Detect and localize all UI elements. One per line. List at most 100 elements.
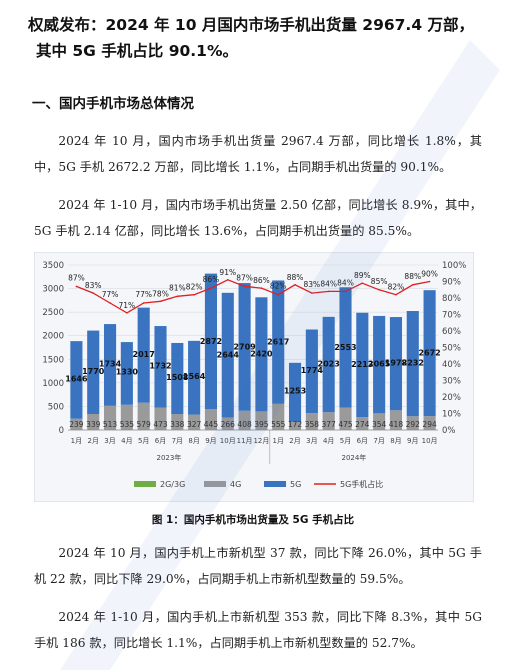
label-5g: 1978 xyxy=(385,359,408,368)
article-title: 权威发布：2024 年 10 月国内市场手机出货量 2967.4 万部， 其中 … xyxy=(28,12,498,64)
x-tick-label: 11月 xyxy=(237,437,253,445)
share-label: 87% xyxy=(236,273,253,282)
label-4g: 172 xyxy=(288,420,303,429)
bar-4g xyxy=(356,417,369,430)
y-tick-label: 500 xyxy=(48,402,64,412)
legend-label: 2G/3G xyxy=(160,480,185,489)
paragraph-2: 2024 年 1-10 月，国内市场手机出货量 2.50 亿部，同比增长 8.9… xyxy=(34,198,482,238)
bar-4g xyxy=(423,416,436,430)
label-4g: 513 xyxy=(103,420,118,429)
share-point xyxy=(411,284,414,286)
y2-tick-label: 90% xyxy=(442,278,461,288)
bar-5g xyxy=(255,297,268,412)
x-tick-label: 4月 xyxy=(323,437,334,445)
share-point xyxy=(344,290,347,293)
share-label: 88% xyxy=(404,272,421,281)
label-5g: 2420 xyxy=(250,350,273,359)
share-point xyxy=(92,292,95,294)
label-4g: 339 xyxy=(86,420,101,429)
share-point xyxy=(277,293,280,296)
share-label: 90% xyxy=(421,270,438,279)
label-5g: 1770 xyxy=(82,367,105,376)
x-tick-label: 8月 xyxy=(390,437,401,445)
bar-5g xyxy=(154,326,167,408)
share-point xyxy=(378,288,380,291)
legend-label: 5G手机占比 xyxy=(340,479,383,489)
bar-5g xyxy=(288,362,302,422)
label-4g: 555 xyxy=(271,420,286,429)
figure-caption: 图 1：国内手机市场出货量及 5G 手机占比 xyxy=(151,514,355,526)
share-label: 82% xyxy=(186,283,203,292)
chart-labels: 239 1646 339 1770 513 1734 535 1330 579 2017 473 17… xyxy=(65,268,440,429)
label-5g: 1732 xyxy=(149,362,171,371)
legend-label: 4G xyxy=(230,480,241,489)
label-5g: 2644 xyxy=(217,351,240,360)
y2-tick-label: 70% xyxy=(442,311,461,321)
bar-4g xyxy=(238,410,251,430)
legend-swatch xyxy=(134,481,156,487)
bar-5g xyxy=(171,342,184,415)
bar-5g xyxy=(373,315,386,414)
bar-5g xyxy=(204,273,218,410)
share-point xyxy=(142,302,145,304)
bar-5g xyxy=(305,329,318,414)
label-5g: 2017 xyxy=(133,350,155,359)
share-point xyxy=(243,285,246,288)
bar-4g xyxy=(373,413,386,430)
y2-tick-label: 80% xyxy=(442,294,461,304)
x-group-label: 2024年 xyxy=(341,453,366,462)
label-5g: 2023 xyxy=(318,359,340,368)
label-5g: 2709 xyxy=(233,342,256,351)
shipment-chart: 239 1646 339 1770 513 1734 535 1330 579 2017 473 17… xyxy=(34,252,474,502)
share-point xyxy=(193,293,195,296)
x-tick-label: 1月 xyxy=(71,437,82,445)
label-5g: 2065 xyxy=(368,360,391,369)
label-4g: 327 xyxy=(187,420,202,429)
label-5g: 2872 xyxy=(200,337,222,346)
y2-tick-label: 20% xyxy=(442,393,461,403)
paragraph-1: 2024 年 10 月，国内市场手机出货量 2967.4 万部，同比增长 1.8… xyxy=(34,134,482,174)
label-4g: 338 xyxy=(170,420,185,429)
share-label: 82% xyxy=(270,282,287,291)
bar-5g xyxy=(103,324,117,406)
bar-4g xyxy=(288,421,302,430)
y2-tick-label: 10% xyxy=(442,410,461,420)
share-point xyxy=(159,300,162,303)
label-4g: 358 xyxy=(305,420,320,429)
y2-tick-label: 40% xyxy=(442,360,461,370)
x-tick-label: 1月 xyxy=(272,437,283,445)
bar-4g xyxy=(171,414,184,430)
share-point xyxy=(176,295,179,298)
share-label: 87% xyxy=(68,273,85,282)
y2-tick-label: 60% xyxy=(442,327,461,337)
bar-4g xyxy=(120,404,133,430)
bar-5g xyxy=(339,287,352,408)
bar-4g xyxy=(272,403,285,430)
label-4g: 266 xyxy=(221,420,236,429)
share-point xyxy=(311,292,313,294)
label-4g: 294 xyxy=(422,420,437,429)
x-tick-label: 5月 xyxy=(340,437,351,445)
x-tick-label: 7月 xyxy=(172,437,183,445)
share-label: 85% xyxy=(371,277,388,286)
label-5g: 2213 xyxy=(351,360,373,369)
share-label: 84% xyxy=(320,279,337,288)
x-tick-label: 2月 xyxy=(87,437,98,445)
label-4g: 395 xyxy=(254,420,269,429)
bar-5g xyxy=(322,316,335,413)
share-label: 88% xyxy=(287,273,304,282)
bar-4g xyxy=(137,402,150,430)
bar-4g xyxy=(339,407,352,430)
legend-swatch xyxy=(204,481,226,487)
x-tick-label: 9月 xyxy=(407,437,418,445)
bar-4g xyxy=(305,413,318,430)
share-label: 83% xyxy=(304,280,321,289)
y2-tick-label: 50% xyxy=(442,344,461,354)
label-5g: 1330 xyxy=(116,368,139,377)
bar-5g xyxy=(87,330,100,415)
x-tick-label: 3月 xyxy=(306,437,317,445)
share-point xyxy=(395,293,397,296)
share-label: 83% xyxy=(85,281,102,290)
share-label: 89% xyxy=(354,271,371,280)
chart-legend: 2G/3G 4G 5G 5G手机占比 xyxy=(134,479,383,489)
